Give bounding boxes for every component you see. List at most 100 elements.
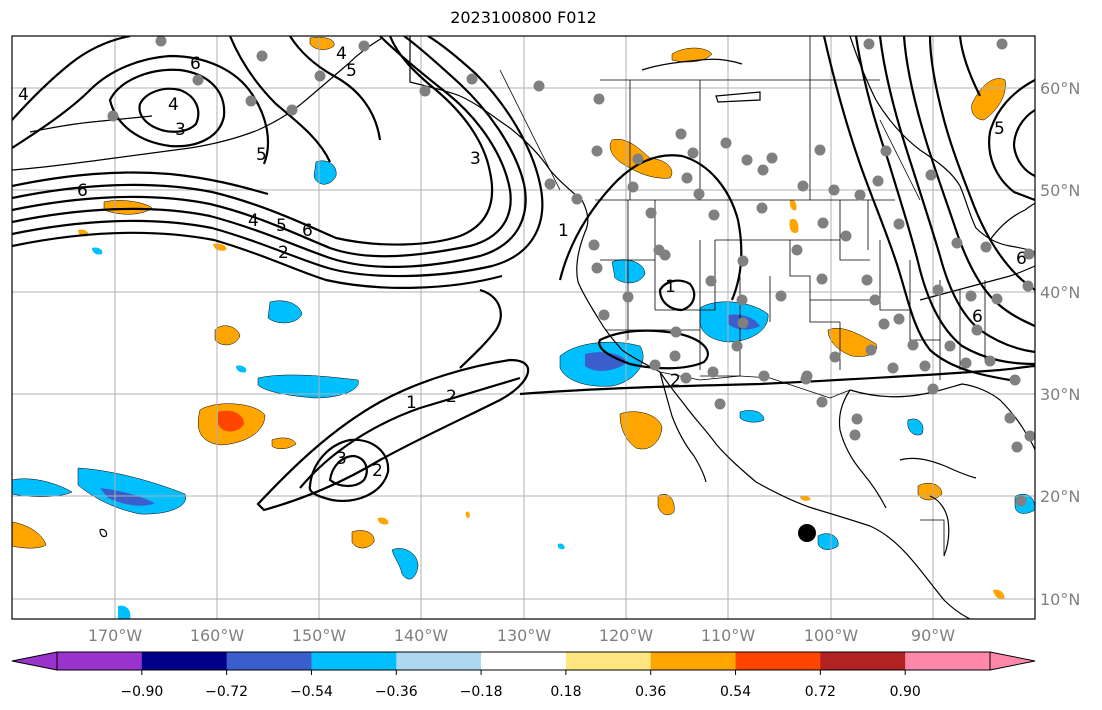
station-dot xyxy=(627,181,639,193)
station-dot xyxy=(245,95,257,107)
station-dot xyxy=(1004,412,1016,424)
colorbar-cell xyxy=(820,652,906,670)
station-dot xyxy=(741,154,753,166)
station-dot xyxy=(991,293,1003,305)
lon-label: 140°W xyxy=(394,626,449,645)
station-dot xyxy=(720,137,732,149)
lat-label: 20°N xyxy=(1040,487,1080,506)
station-dot xyxy=(775,290,787,302)
station-dot xyxy=(705,275,717,287)
station-dot xyxy=(927,383,939,395)
station-dot xyxy=(107,110,119,122)
station-dot xyxy=(1011,441,1023,453)
map-frame xyxy=(11,35,1036,620)
station-dot xyxy=(588,239,600,251)
lat-label: 60°N xyxy=(1040,79,1080,98)
colorbar-tick-label: −0.36 xyxy=(375,684,418,700)
station-dot xyxy=(791,244,803,256)
colorbar-cell xyxy=(650,652,737,670)
lat-label: 40°N xyxy=(1040,283,1080,302)
coastlines xyxy=(12,36,1035,619)
station-dot xyxy=(851,413,863,425)
station-dot xyxy=(849,429,861,441)
station-dot xyxy=(758,370,770,382)
station-dot xyxy=(869,294,881,306)
station-dot xyxy=(1023,248,1035,260)
station-dots xyxy=(107,36,1035,507)
contour-label: 3 xyxy=(470,149,481,169)
contour-label: 1 xyxy=(406,393,417,413)
station-dot xyxy=(256,50,268,62)
lon-label: 90°W xyxy=(911,626,955,645)
colorbar: −0.90 −0.72 −0.54 −0.36 −0.18 0.18 0.36 0.54 0.7… xyxy=(11,651,1036,700)
colorbar-tick-label: 0.18 xyxy=(550,684,581,700)
station-dot xyxy=(971,324,983,336)
station-dot xyxy=(919,360,931,372)
lat-lon-grid xyxy=(12,36,1035,619)
longitude-labels: 170°W 160°W 150°W 140°W 130°W 120°W 110°… xyxy=(88,626,955,645)
station-dot xyxy=(932,284,944,296)
station-dot xyxy=(840,230,852,242)
station-dot xyxy=(800,373,812,385)
station-dot xyxy=(591,262,603,274)
latitude-labels: 60°N 50°N 40°N 30°N 20°N 10°N xyxy=(1040,79,1080,609)
contour-label: 3 xyxy=(175,120,186,140)
station-dot xyxy=(872,175,884,187)
station-dot xyxy=(854,189,866,201)
lon-label: 160°W xyxy=(190,626,245,645)
colorbar-min-extension xyxy=(11,651,58,671)
colorbar-cell xyxy=(311,652,397,670)
station-dot xyxy=(544,178,556,190)
contour-label: 5 xyxy=(994,119,1005,139)
lat-label: 30°N xyxy=(1040,385,1080,404)
colorbar-tick-label: −0.90 xyxy=(120,684,163,700)
station-dot xyxy=(737,317,749,329)
lon-label: 150°W xyxy=(292,626,347,645)
station-dot xyxy=(737,255,749,267)
colorbar-tick-label: 0.72 xyxy=(805,684,836,700)
station-dot xyxy=(766,152,778,164)
lon-label: 110°W xyxy=(701,626,756,645)
station-dot xyxy=(925,169,937,181)
station-dot xyxy=(736,294,748,306)
station-dot xyxy=(861,274,873,286)
colorbar-tick-label: −0.72 xyxy=(205,684,248,700)
colorbar-max-extension xyxy=(989,651,1036,671)
colorbar-cell xyxy=(735,652,821,670)
station-dot xyxy=(675,128,687,140)
colorbar-cell xyxy=(481,652,567,670)
colorbar-tick-label: −0.54 xyxy=(290,684,333,700)
contour-value-labels: 6 5 4 3 4 5 6 4 5 6 2 3 1 1 2 3 2 1 2 5 … xyxy=(18,44,1027,481)
station-dot xyxy=(669,350,681,362)
station-dot xyxy=(714,398,726,410)
station-dot xyxy=(984,355,996,367)
station-dot xyxy=(632,153,644,165)
colorbar-cell xyxy=(565,652,652,670)
political-borders xyxy=(499,36,986,556)
station-dot xyxy=(681,172,693,184)
station-dot xyxy=(817,217,829,229)
colorbar-cell xyxy=(57,652,143,670)
station-dot xyxy=(757,164,769,176)
contour-label: 2 xyxy=(446,387,457,407)
station-dot xyxy=(965,290,977,302)
station-dot xyxy=(693,188,705,200)
station-dot xyxy=(155,36,167,47)
storm-marker xyxy=(798,524,816,542)
colorbar-cell xyxy=(396,652,482,670)
station-dot xyxy=(708,209,720,221)
station-dot xyxy=(358,40,370,52)
colorbar-cell xyxy=(905,652,991,670)
station-dot xyxy=(670,326,682,338)
station-dot xyxy=(960,357,972,369)
station-dot xyxy=(533,80,545,92)
station-dot xyxy=(816,396,828,408)
anomaly-fields xyxy=(12,37,1035,619)
lon-label: 120°W xyxy=(599,626,654,645)
station-dot xyxy=(645,207,657,219)
contour-label: 6 xyxy=(1016,249,1027,269)
station-dot xyxy=(731,340,743,352)
station-dot xyxy=(192,74,204,86)
station-dot xyxy=(814,144,826,156)
lat-label: 50°N xyxy=(1040,181,1080,200)
